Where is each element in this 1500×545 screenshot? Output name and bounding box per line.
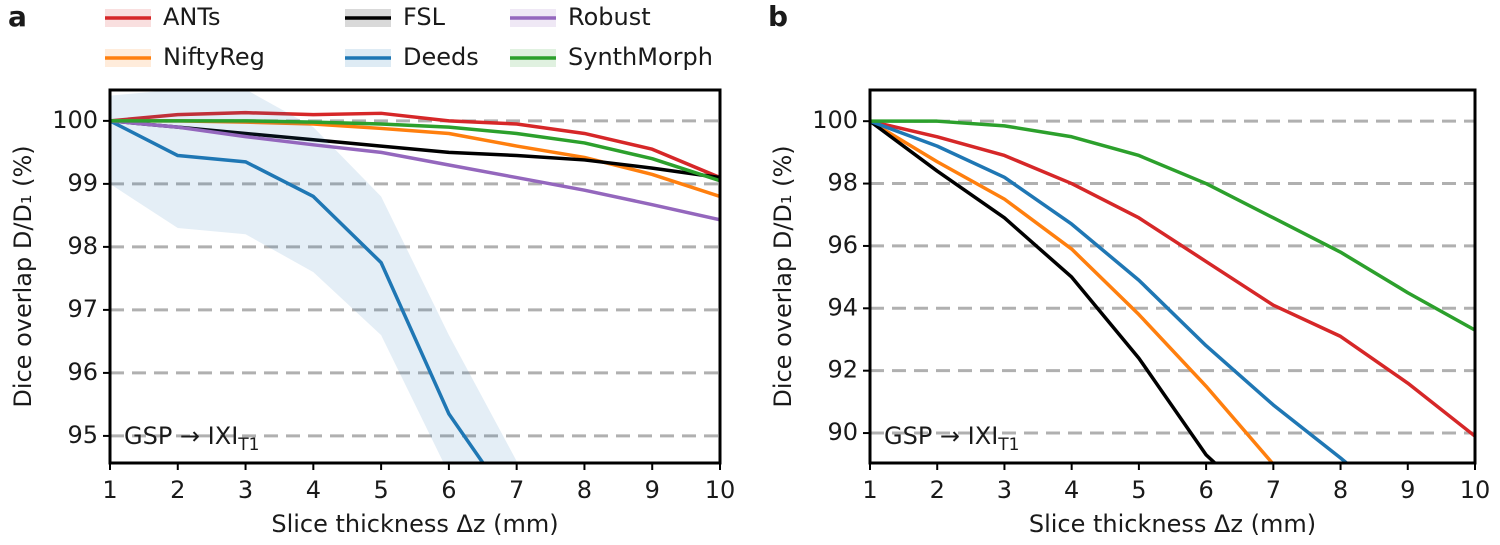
panel-label: a — [8, 0, 27, 33]
x-tick-label: 8 — [1333, 476, 1348, 504]
x-tick-label: 2 — [930, 476, 945, 504]
y-tick-label: 100 — [52, 106, 98, 134]
annotation-text: GSP → IXI — [884, 422, 998, 450]
series-line — [870, 119, 1475, 438]
y-tick-label: 94 — [827, 293, 858, 321]
series-line — [110, 119, 720, 183]
series-line — [870, 119, 1218, 463]
y-tick-label: 98 — [67, 232, 98, 260]
x-tick-label: 5 — [373, 476, 388, 504]
annotation: GSP → IXIT1 — [884, 422, 1019, 455]
x-tick-label: 6 — [1198, 476, 1213, 504]
series-line — [110, 119, 486, 463]
panel-label: b — [768, 0, 788, 33]
y-tick-label: 99 — [67, 169, 98, 197]
y-axis-label: Dice overlap D/D₁ (%) — [9, 145, 37, 407]
plot-frame — [868, 88, 1477, 465]
plot-area — [110, 90, 720, 463]
plot-frame — [108, 88, 722, 465]
y-tick-label: 97 — [67, 295, 98, 323]
x-tick-label: 9 — [1400, 476, 1415, 504]
series-line — [110, 119, 720, 222]
legend-label: Robust — [568, 3, 651, 31]
x-tick-label: 7 — [1266, 476, 1281, 504]
x-tick-label: 5 — [1131, 476, 1146, 504]
series-line — [870, 119, 1275, 463]
x-tick-label: 8 — [577, 476, 592, 504]
x-axis-label: Slice thickness Δz (mm) — [271, 510, 558, 538]
y-tick-label: 90 — [827, 418, 858, 446]
error-band — [110, 90, 517, 463]
series-line — [110, 110, 720, 180]
x-tick-label: 4 — [306, 476, 321, 504]
x-tick-label: 10 — [1460, 476, 1491, 504]
x-tick-label: 10 — [705, 476, 736, 504]
y-tick-label: 100 — [812, 106, 858, 134]
x-tick-label: 1 — [862, 476, 877, 504]
y-axis-label: Dice overlap D/D₁ (%) — [769, 145, 797, 407]
y-tick-label: 96 — [827, 231, 858, 259]
plot-area — [870, 119, 1475, 463]
series-line — [870, 119, 1475, 332]
x-tick-label: 3 — [238, 476, 253, 504]
series-line — [870, 119, 1350, 463]
x-axis-label: Slice thickness Δz (mm) — [1029, 510, 1316, 538]
annotation: GSP → IXIT1 — [124, 422, 259, 455]
annotation-text: GSP → IXI — [124, 422, 238, 450]
y-tick-label: 92 — [827, 356, 858, 384]
legend-label: FSL — [403, 3, 446, 31]
x-tick-label: 9 — [645, 476, 660, 504]
x-tick-label: 1 — [102, 476, 117, 504]
x-tick-label: 3 — [997, 476, 1012, 504]
y-tick-label: 98 — [827, 169, 858, 197]
y-tick-label: 96 — [67, 358, 98, 386]
legend-label: NiftyReg — [163, 43, 265, 71]
x-tick-label: 2 — [170, 476, 185, 504]
x-tick-label: 6 — [441, 476, 456, 504]
legend-label: ANTs — [163, 3, 221, 31]
annotation-subscript: T1 — [997, 435, 1019, 455]
y-tick-label: 95 — [67, 421, 98, 449]
annotation-subscript: T1 — [237, 435, 259, 455]
x-tick-label: 7 — [509, 476, 524, 504]
legend-label: SynthMorph — [568, 43, 713, 71]
legend-label: Deeds — [403, 43, 479, 71]
x-tick-label: 4 — [1064, 476, 1079, 504]
